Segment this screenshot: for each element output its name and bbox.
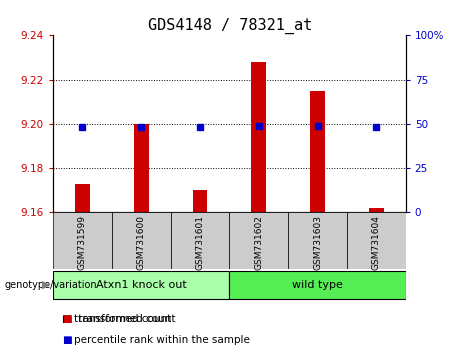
- Text: GSM731601: GSM731601: [195, 215, 205, 270]
- Text: GSM731600: GSM731600: [136, 215, 146, 270]
- Text: GSM731603: GSM731603: [313, 215, 322, 270]
- Bar: [229, 271, 406, 299]
- Bar: [53, 212, 112, 269]
- Text: genotype/variation: genotype/variation: [5, 280, 97, 290]
- Bar: [134, 124, 148, 212]
- Text: wild type: wild type: [292, 280, 343, 290]
- Text: transformed count: transformed count: [74, 314, 171, 324]
- Bar: [288, 212, 347, 269]
- Text: Atxn1 knock out: Atxn1 knock out: [96, 280, 187, 290]
- Text: GSM731599: GSM731599: [78, 215, 87, 270]
- Bar: [53, 271, 230, 299]
- Bar: [193, 190, 207, 212]
- Bar: [310, 91, 325, 212]
- Text: ■: ■: [62, 314, 72, 324]
- Bar: [112, 212, 171, 269]
- Bar: [347, 212, 406, 269]
- Text: ■: ■: [62, 335, 72, 345]
- Text: percentile rank within the sample: percentile rank within the sample: [74, 335, 250, 345]
- Bar: [75, 184, 90, 212]
- Bar: [251, 62, 266, 212]
- Text: ■  transformed count: ■ transformed count: [62, 314, 176, 324]
- Bar: [171, 212, 230, 269]
- Text: ▶: ▶: [42, 280, 51, 290]
- Text: GSM731602: GSM731602: [254, 215, 263, 270]
- Bar: [229, 212, 288, 269]
- Bar: [369, 208, 384, 212]
- Text: GSM731604: GSM731604: [372, 215, 381, 270]
- Text: GDS4148 / 78321_at: GDS4148 / 78321_at: [148, 18, 313, 34]
